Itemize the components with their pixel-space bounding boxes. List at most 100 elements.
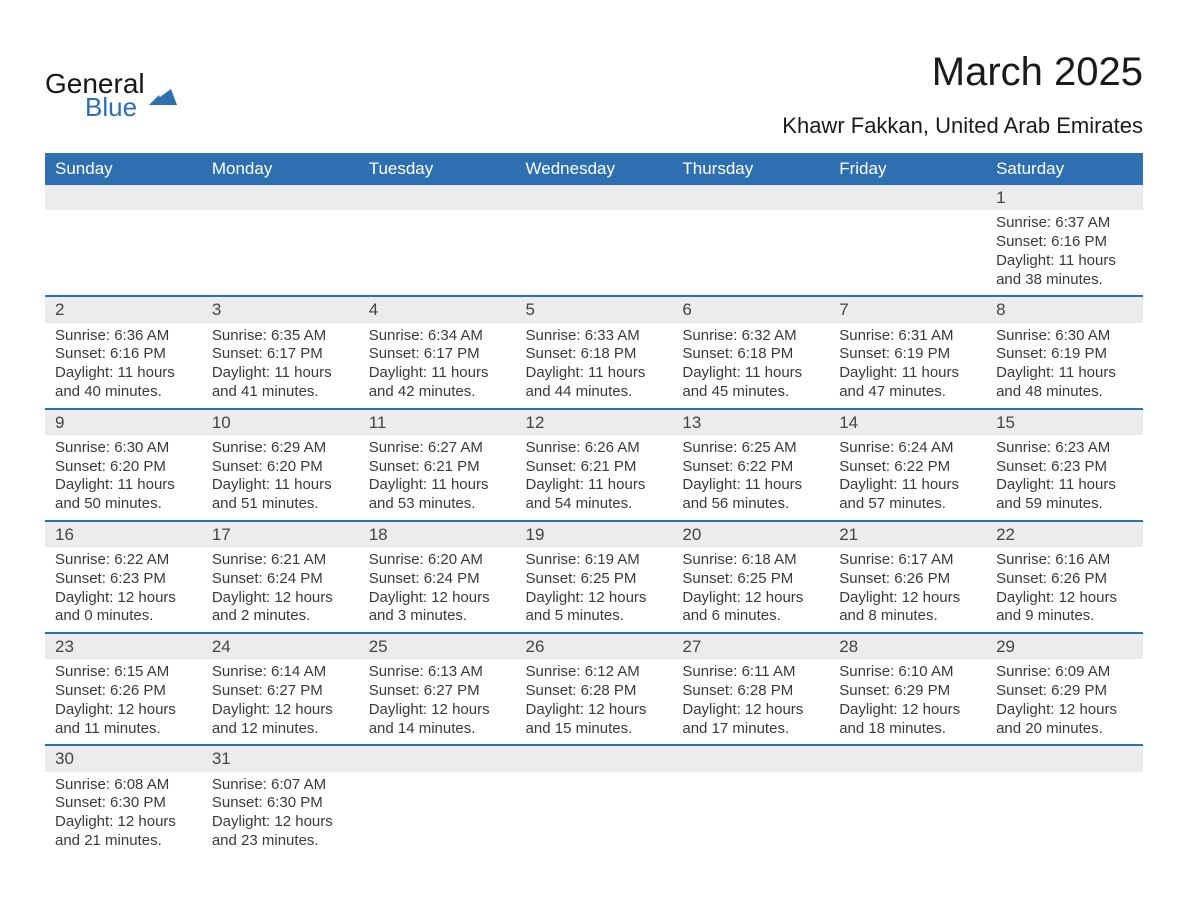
detail-line: Sunrise: 6:07 AM xyxy=(212,776,349,795)
column-header: Wednesday xyxy=(516,153,673,185)
week-detail-row: Sunrise: 6:08 AMSunset: 6:30 PMDaylight:… xyxy=(45,772,1143,857)
day-detail-cell: Sunrise: 6:31 AMSunset: 6:19 PMDaylight:… xyxy=(829,323,986,409)
day-number-cell xyxy=(672,185,829,210)
column-header: Thursday xyxy=(672,153,829,185)
detail-line: Sunset: 6:23 PM xyxy=(996,458,1133,477)
detail-line: and 20 minutes. xyxy=(996,720,1133,739)
day-detail-cell: Sunrise: 6:07 AMSunset: 6:30 PMDaylight:… xyxy=(202,772,359,857)
detail-line: Sunset: 6:26 PM xyxy=(839,570,976,589)
detail-line: Sunset: 6:19 PM xyxy=(839,345,976,364)
day-detail-cell: Sunrise: 6:10 AMSunset: 6:29 PMDaylight:… xyxy=(829,659,986,745)
detail-line: Sunset: 6:25 PM xyxy=(682,570,819,589)
detail-line: Daylight: 11 hours xyxy=(212,364,349,383)
day-detail-cell: Sunrise: 6:20 AMSunset: 6:24 PMDaylight:… xyxy=(359,547,516,633)
detail-line: Daylight: 12 hours xyxy=(369,701,506,720)
day-number-cell: 17 xyxy=(202,521,359,547)
detail-line: and 54 minutes. xyxy=(526,495,663,514)
detail-line: Daylight: 11 hours xyxy=(996,252,1133,271)
page-subtitle: Khawr Fakkan, United Arab Emirates xyxy=(782,113,1143,139)
day-detail-cell: Sunrise: 6:23 AMSunset: 6:23 PMDaylight:… xyxy=(986,435,1143,521)
detail-line: Sunset: 6:28 PM xyxy=(526,682,663,701)
detail-line: and 23 minutes. xyxy=(212,832,349,851)
detail-line: and 56 minutes. xyxy=(682,495,819,514)
detail-line: Sunrise: 6:23 AM xyxy=(996,439,1133,458)
detail-line: and 17 minutes. xyxy=(682,720,819,739)
detail-line: and 9 minutes. xyxy=(996,607,1133,626)
detail-line: and 5 minutes. xyxy=(526,607,663,626)
detail-line: and 50 minutes. xyxy=(55,495,192,514)
column-header: Sunday xyxy=(45,153,202,185)
day-detail-cell xyxy=(672,210,829,296)
detail-line: Sunrise: 6:12 AM xyxy=(526,663,663,682)
detail-line: Sunrise: 6:31 AM xyxy=(839,327,976,346)
detail-line: Sunrise: 6:14 AM xyxy=(212,663,349,682)
day-detail-cell: Sunrise: 6:29 AMSunset: 6:20 PMDaylight:… xyxy=(202,435,359,521)
day-number-cell: 5 xyxy=(516,296,673,322)
day-number-cell: 6 xyxy=(672,296,829,322)
detail-line: and 48 minutes. xyxy=(996,383,1133,402)
detail-line: Sunrise: 6:22 AM xyxy=(55,551,192,570)
detail-line: Sunset: 6:29 PM xyxy=(996,682,1133,701)
day-number-cell xyxy=(516,185,673,210)
detail-line: Sunrise: 6:32 AM xyxy=(682,327,819,346)
detail-line: Sunset: 6:18 PM xyxy=(682,345,819,364)
detail-line: and 3 minutes. xyxy=(369,607,506,626)
column-header: Saturday xyxy=(986,153,1143,185)
detail-line: Sunset: 6:17 PM xyxy=(212,345,349,364)
page-title: March 2025 xyxy=(782,50,1143,95)
detail-line: Sunset: 6:19 PM xyxy=(996,345,1133,364)
detail-line: Sunset: 6:24 PM xyxy=(212,570,349,589)
detail-line: Sunset: 6:21 PM xyxy=(526,458,663,477)
detail-line: Sunrise: 6:29 AM xyxy=(212,439,349,458)
detail-line: Sunrise: 6:15 AM xyxy=(55,663,192,682)
detail-line: and 8 minutes. xyxy=(839,607,976,626)
day-number-cell: 16 xyxy=(45,521,202,547)
detail-line: and 0 minutes. xyxy=(55,607,192,626)
day-detail-cell: Sunrise: 6:19 AMSunset: 6:25 PMDaylight:… xyxy=(516,547,673,633)
detail-line: and 57 minutes. xyxy=(839,495,976,514)
column-header: Tuesday xyxy=(359,153,516,185)
detail-line: and 59 minutes. xyxy=(996,495,1133,514)
detail-line: Sunset: 6:26 PM xyxy=(996,570,1133,589)
day-number-cell: 8 xyxy=(986,296,1143,322)
day-number-cell xyxy=(829,185,986,210)
day-number-cell: 2 xyxy=(45,296,202,322)
detail-line: and 45 minutes. xyxy=(682,383,819,402)
day-detail-cell: Sunrise: 6:22 AMSunset: 6:23 PMDaylight:… xyxy=(45,547,202,633)
detail-line: and 38 minutes. xyxy=(996,271,1133,290)
detail-line: Sunrise: 6:13 AM xyxy=(369,663,506,682)
day-number-cell: 7 xyxy=(829,296,986,322)
day-detail-cell: Sunrise: 6:30 AMSunset: 6:20 PMDaylight:… xyxy=(45,435,202,521)
logo-word2: Blue xyxy=(85,94,145,120)
day-number-cell: 12 xyxy=(516,409,673,435)
day-number-cell: 13 xyxy=(672,409,829,435)
day-number-cell: 22 xyxy=(986,521,1143,547)
day-number-cell: 29 xyxy=(986,633,1143,659)
detail-line: Daylight: 11 hours xyxy=(682,364,819,383)
detail-line: Daylight: 12 hours xyxy=(526,589,663,608)
detail-line: Sunrise: 6:17 AM xyxy=(839,551,976,570)
detail-line: Sunset: 6:22 PM xyxy=(839,458,976,477)
week-daynum-row: 2345678 xyxy=(45,296,1143,322)
day-detail-cell xyxy=(986,772,1143,857)
day-detail-cell: Sunrise: 6:15 AMSunset: 6:26 PMDaylight:… xyxy=(45,659,202,745)
logo: General Blue xyxy=(45,50,177,120)
day-detail-cell: Sunrise: 6:14 AMSunset: 6:27 PMDaylight:… xyxy=(202,659,359,745)
detail-line: Daylight: 11 hours xyxy=(369,364,506,383)
detail-line: Sunrise: 6:37 AM xyxy=(996,214,1133,233)
day-number-cell xyxy=(359,745,516,771)
calendar-body: 1 Sunrise: 6:37 AMSunset: 6:16 PMDayligh… xyxy=(45,185,1143,857)
day-detail-cell: Sunrise: 6:25 AMSunset: 6:22 PMDaylight:… xyxy=(672,435,829,521)
detail-line: Sunrise: 6:36 AM xyxy=(55,327,192,346)
detail-line: and 44 minutes. xyxy=(526,383,663,402)
detail-line: Sunrise: 6:11 AM xyxy=(682,663,819,682)
detail-line: Sunset: 6:30 PM xyxy=(212,794,349,813)
detail-line: Daylight: 12 hours xyxy=(682,701,819,720)
day-detail-cell xyxy=(516,210,673,296)
day-number-cell: 28 xyxy=(829,633,986,659)
detail-line: Daylight: 12 hours xyxy=(839,701,976,720)
detail-line: Sunrise: 6:16 AM xyxy=(996,551,1133,570)
logo-shape-icon xyxy=(149,85,177,105)
detail-line: Sunrise: 6:09 AM xyxy=(996,663,1133,682)
detail-line: Daylight: 11 hours xyxy=(526,476,663,495)
